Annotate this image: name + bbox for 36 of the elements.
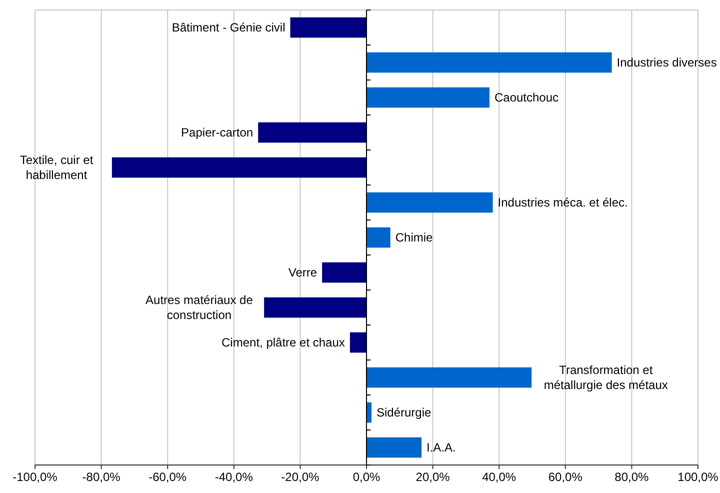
y-tick-label: Sidérurgie bbox=[376, 406, 432, 420]
x-tick-label: 20,0% bbox=[416, 470, 450, 484]
y-tick-label: Textile, cuir et habillement bbox=[20, 153, 94, 182]
x-tick-label: 60,0% bbox=[548, 470, 583, 484]
y-tick-label: Bâtiment - Génie civil bbox=[172, 20, 286, 34]
y-tick-label: Caoutchouc bbox=[494, 90, 559, 104]
x-tick-label: -60,0% bbox=[148, 470, 187, 484]
bar bbox=[322, 262, 366, 283]
y-tick-label: Papier-carton bbox=[181, 126, 254, 140]
x-tick-label: -100,0% bbox=[12, 470, 58, 484]
x-tick-label: -80,0% bbox=[82, 470, 121, 484]
bar bbox=[366, 367, 532, 388]
bar bbox=[366, 192, 493, 213]
bar bbox=[290, 17, 366, 38]
bar bbox=[112, 157, 366, 178]
y-tick-label: Autres matériaux de construction bbox=[146, 293, 254, 322]
x-tick-label: -20,0% bbox=[281, 470, 320, 484]
y-tick-label: Transformation et métallurgie des métaux bbox=[544, 363, 668, 392]
bar bbox=[366, 227, 390, 248]
y-tick-label: Verre bbox=[288, 266, 318, 280]
x-tick-label: -40,0% bbox=[214, 470, 254, 484]
y-tick-label: Ciment, plâtre et chaux bbox=[222, 336, 345, 350]
bar bbox=[258, 122, 366, 143]
bar bbox=[264, 297, 366, 318]
y-tick-label: I.A.A. bbox=[426, 440, 456, 454]
x-tick-label: 80,0% bbox=[614, 470, 650, 484]
x-tick-label: 100,0% bbox=[678, 470, 719, 484]
y-tick-label: Industries méca. et élec. bbox=[498, 196, 628, 210]
bar bbox=[366, 87, 490, 108]
x-tick-label: 0,0% bbox=[352, 470, 380, 484]
y-tick-label: Chimie bbox=[395, 230, 434, 244]
x-tick-label: 40,0% bbox=[482, 470, 516, 484]
y-tick-label: Industries diverses bbox=[616, 56, 717, 70]
bar bbox=[366, 52, 612, 73]
bar bbox=[350, 332, 366, 353]
bar bbox=[366, 437, 422, 458]
